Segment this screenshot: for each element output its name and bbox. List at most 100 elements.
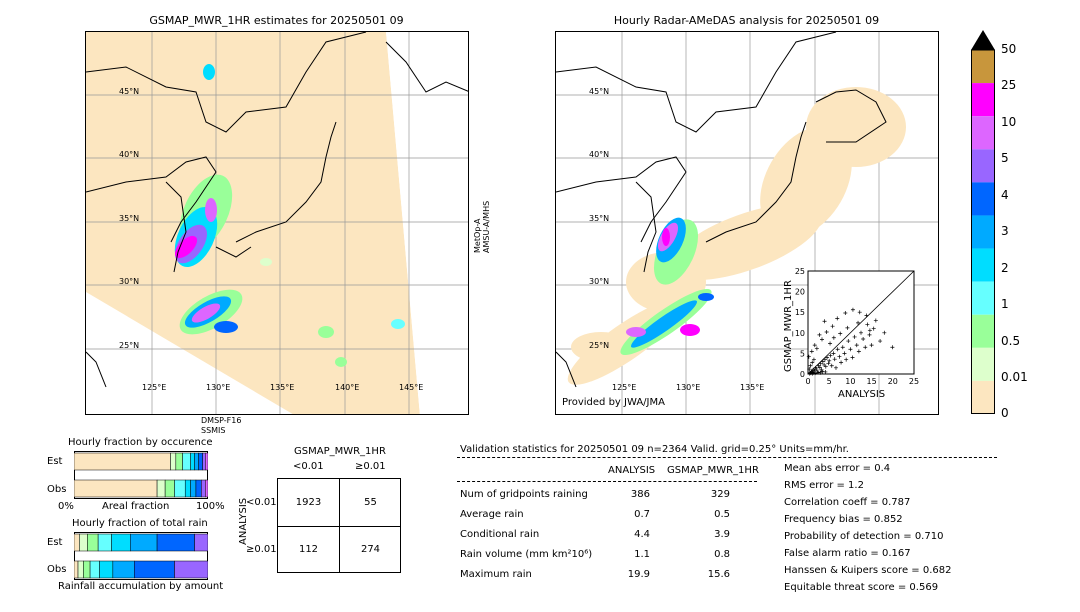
colorbar-label: 1 (1001, 297, 1009, 311)
scatter-diagonal (807, 270, 915, 375)
obs-bar-segment (190, 479, 197, 498)
amount-obs-label: Obs (47, 564, 67, 575)
est-bar-segment (87, 533, 99, 552)
score-line: Frequency bias = 0.852 (784, 514, 903, 525)
lon-label: 125°E (612, 383, 636, 392)
amount-title: Hourly fraction of total rain (72, 518, 208, 529)
scatter-point (869, 343, 874, 348)
stat-gsmap: 3.9 (714, 529, 730, 540)
occurrence-est-label: Est (47, 456, 63, 467)
est-bar-segment (156, 533, 195, 552)
occurrence-x-right: 100% (196, 501, 225, 512)
contingency-col-lt: <0.01 (293, 461, 324, 472)
scatter-point (850, 355, 855, 360)
contingency-table: 1923 55 112 274 (277, 478, 401, 573)
scatter-point (806, 354, 811, 359)
score-line: Probability of detection = 0.710 (784, 531, 944, 542)
colorbar-svg (971, 30, 995, 414)
scatter-point (835, 316, 840, 321)
stat-analysis: 1.1 (634, 549, 650, 560)
scatter-point (828, 341, 833, 346)
scatter-point (810, 360, 815, 365)
right-coastlines (556, 32, 887, 388)
contingency-vline (339, 479, 340, 572)
obs-bar-segment (174, 560, 209, 579)
obs-bar-segment (83, 560, 91, 579)
contingency-title: GSMAP_MWR_1HR (294, 446, 386, 457)
stat-gsmap: 15.6 (707, 569, 730, 580)
amount-svg (73, 532, 209, 580)
left-gridlines (86, 32, 468, 414)
est-bar-segment (73, 533, 80, 552)
left-coastlines (86, 32, 468, 388)
contingency-cell: 1923 (295, 497, 322, 508)
stat-analysis: 4.4 (634, 529, 650, 540)
colorbar-segment (971, 281, 995, 315)
colorbar-label: 50 (1001, 42, 1017, 56)
scatter-point (824, 329, 829, 334)
scatter-x-tick: 20 (888, 377, 898, 386)
contingency-cell: 112 (298, 544, 319, 555)
est-bar-segment (194, 452, 199, 471)
scatter-svg: 00 5 5 10 10 15 15 20 20 25 25 (795, 267, 919, 386)
scatter-point (846, 339, 851, 344)
scatter-point (822, 319, 827, 324)
score-line: Hanssen & Kuipers score = 0.682 (784, 565, 952, 576)
scatter-y-tick: 15 (795, 308, 805, 317)
sensor-bottom-2: SSMIS (201, 426, 226, 435)
obs-bar-segment (205, 479, 209, 498)
score-line: Correlation coeff = 0.787 (784, 497, 911, 508)
lon-label: 130°E (206, 383, 230, 392)
scatter-point (863, 345, 868, 350)
est-bar-segment (111, 533, 131, 552)
scatter-point (856, 320, 861, 325)
scatter-point (827, 358, 832, 363)
scatter-point (871, 326, 876, 331)
lat-label: 25°N (119, 341, 139, 350)
colorbar-segment (971, 116, 995, 150)
obs-bar-segment (112, 560, 135, 579)
est-bar-segment (97, 533, 112, 552)
est-bar-segment (182, 452, 191, 471)
scatter-point (859, 330, 863, 335)
colorbar-segment (971, 380, 995, 414)
score-line: Mean abs error = 0.4 (784, 463, 891, 474)
est-bar-segment (79, 533, 88, 552)
validation-col-analysis: ANALYSIS (608, 465, 656, 476)
obs-bar-segment (134, 560, 175, 579)
scatter-point (867, 332, 872, 337)
scatter-y-tick: 0 (800, 370, 805, 379)
colorbar-label: 2 (1001, 261, 1009, 275)
scatter-point (843, 311, 848, 316)
scatter-point (850, 307, 855, 312)
occurrence-x-mid: Areal fraction (102, 501, 170, 512)
est-bar-segment (205, 452, 209, 471)
scatter-x-tick: 0 (805, 377, 810, 386)
scatter-point (817, 332, 822, 337)
scatter-point (815, 369, 820, 374)
occurrence-chart (73, 451, 209, 499)
obs-bar-segment (164, 479, 175, 498)
scatter-point (838, 331, 843, 336)
scatter-point (811, 370, 816, 375)
scatter-point (811, 357, 816, 362)
colorbar-segment (971, 347, 995, 381)
left-map-svg: 45°N 40°N 35°N 30°N 25°N 125°E 130°E 135… (86, 32, 468, 414)
colorbar-label: 4 (1001, 188, 1009, 202)
scatter-x-tick: 10 (845, 377, 855, 386)
scatter-point (822, 357, 827, 362)
colorbar-segment (971, 182, 995, 216)
lat-label: 45°N (589, 87, 609, 96)
colorbar-label: 5 (1001, 151, 1009, 165)
scatter-point (833, 365, 838, 370)
colorbar-segment (971, 314, 995, 348)
data-credit: Provided by JWA/JMA (562, 397, 665, 408)
validation-header: Validation statistics for 20250501 09 n=… (460, 444, 849, 455)
validation-col-gsmap: GSMAP_MWR_1HR (667, 465, 759, 476)
scatter-point (820, 359, 825, 364)
lon-label: 145°E (399, 383, 423, 392)
scatter-point (825, 355, 830, 360)
stat-label: Average rain (460, 509, 524, 520)
colorbar-label: 25 (1001, 78, 1017, 92)
lon-label: 140°E (335, 383, 359, 392)
